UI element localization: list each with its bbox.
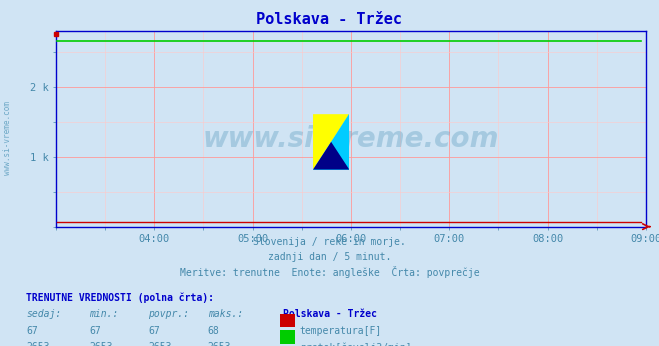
Polygon shape [313,142,349,170]
Text: 68: 68 [208,326,219,336]
Polygon shape [313,114,349,170]
Text: povpr.:: povpr.: [148,309,189,319]
Text: Meritve: trenutne  Enote: angleške  Črta: povprečje: Meritve: trenutne Enote: angleške Črta: … [180,266,479,278]
Text: sedaj:: sedaj: [26,309,61,319]
Text: 67: 67 [89,326,101,336]
Text: 2653: 2653 [89,342,113,346]
Text: TRENUTNE VREDNOSTI (polna črta):: TRENUTNE VREDNOSTI (polna črta): [26,292,214,303]
Text: Polskava - Tržec: Polskava - Tržec [283,309,378,319]
Text: www.si-vreme.com: www.si-vreme.com [3,101,13,175]
Text: temperatura[F]: temperatura[F] [300,326,382,336]
Text: 2653: 2653 [208,342,231,346]
Polygon shape [313,114,349,170]
Text: Slovenija / reke in morje.: Slovenija / reke in morje. [253,237,406,247]
Text: 67: 67 [148,326,160,336]
Text: zadnji dan / 5 minut.: zadnji dan / 5 minut. [268,252,391,262]
Text: 67: 67 [26,326,38,336]
Text: 2653: 2653 [148,342,172,346]
Text: www.si-vreme.com: www.si-vreme.com [203,125,499,153]
Text: 2653: 2653 [26,342,50,346]
Text: maks.:: maks.: [208,309,243,319]
Text: Polskava - Tržec: Polskava - Tržec [256,12,403,27]
Text: pretok[čevelj3/min]: pretok[čevelj3/min] [300,342,411,346]
Text: min.:: min.: [89,309,119,319]
